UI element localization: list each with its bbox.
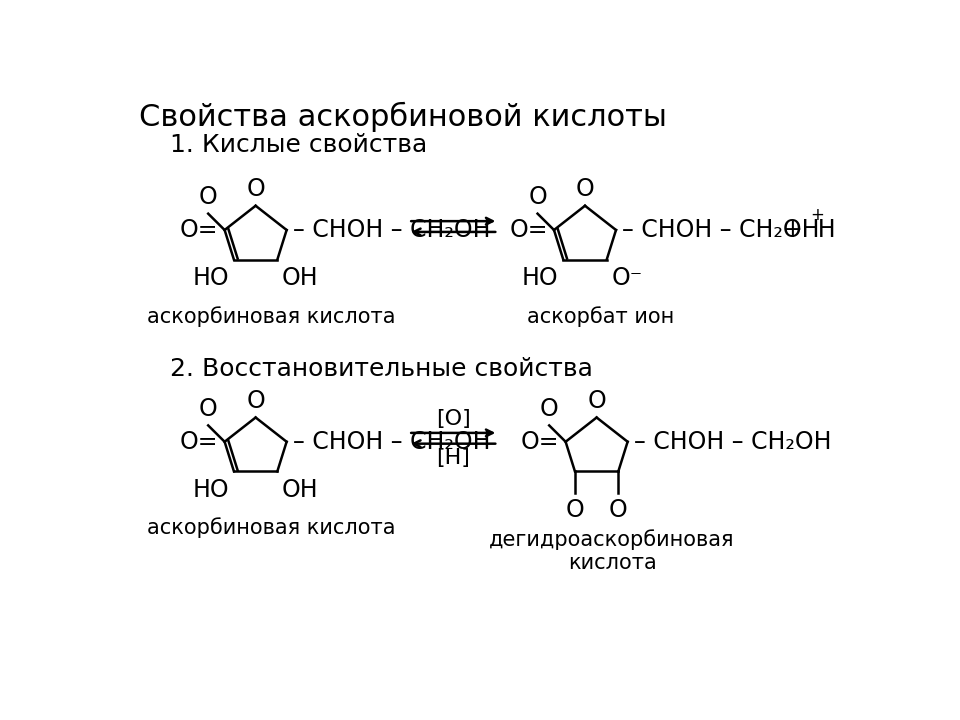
Text: [O]: [O] [436,409,470,429]
Text: O: O [540,397,559,420]
Text: – CHOH – CH₂OH: – CHOH – CH₂OH [622,218,820,242]
Text: +: + [809,206,824,224]
Text: O: O [576,177,594,201]
Text: аскорбат ион: аскорбат ион [527,306,674,327]
Text: O: O [247,177,265,201]
Text: – CHOH – CH₂OH: – CHOH – CH₂OH [293,218,491,242]
Text: O: O [247,389,265,413]
Text: O=: O= [180,218,219,242]
Text: аскорбиновая кислота: аскорбиновая кислота [147,306,396,327]
Text: HO: HO [522,266,559,290]
Text: – CHOH – CH₂OH: – CHOH – CH₂OH [293,430,491,454]
Text: O⁻: O⁻ [612,266,642,290]
Text: O=: O= [510,218,548,242]
Text: OH: OH [282,477,319,502]
Text: – CHOH – CH₂OH: – CHOH – CH₂OH [634,430,831,454]
Text: O: O [528,185,547,209]
Text: +  H: + H [783,218,836,242]
Text: O: O [199,185,218,209]
Text: O=: O= [180,430,219,454]
Text: O: O [588,389,606,413]
Text: O: O [565,498,585,521]
Text: 1. Кислые свойства: 1. Кислые свойства [170,132,427,156]
Text: дегидроаскорбиновая
кислота: дегидроаскорбиновая кислота [490,529,734,573]
Text: O: O [609,498,628,521]
Text: O=: O= [521,430,560,454]
Text: аскорбиновая кислота: аскорбиновая кислота [147,518,396,539]
Text: OH: OH [282,266,319,290]
Text: 2. Восстановительные свойства: 2. Восстановительные свойства [170,357,593,382]
Text: Свойства аскорбиновой кислоты: Свойства аскорбиновой кислоты [139,102,667,132]
Text: HO: HO [193,477,229,502]
Text: HO: HO [193,266,229,290]
Text: [H]: [H] [436,448,470,467]
Text: O: O [199,397,218,420]
